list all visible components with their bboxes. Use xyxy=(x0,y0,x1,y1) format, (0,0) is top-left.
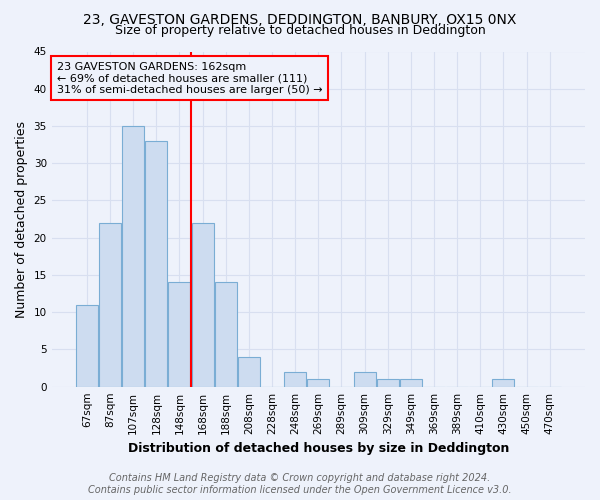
X-axis label: Distribution of detached houses by size in Deddington: Distribution of detached houses by size … xyxy=(128,442,509,455)
Bar xyxy=(493,379,514,386)
Text: 23, GAVESTON GARDENS, DEDDINGTON, BANBURY, OX15 0NX: 23, GAVESTON GARDENS, DEDDINGTON, BANBUR… xyxy=(83,12,517,26)
Text: Size of property relative to detached houses in Deddington: Size of property relative to detached ho… xyxy=(115,24,485,37)
Bar xyxy=(169,282,190,387)
Y-axis label: Number of detached properties: Number of detached properties xyxy=(15,120,28,318)
Bar xyxy=(122,126,144,386)
Bar xyxy=(215,282,237,387)
Bar xyxy=(238,357,260,386)
Bar xyxy=(353,372,376,386)
Text: 23 GAVESTON GARDENS: 162sqm
← 69% of detached houses are smaller (111)
31% of se: 23 GAVESTON GARDENS: 162sqm ← 69% of det… xyxy=(57,62,323,95)
Text: Contains HM Land Registry data © Crown copyright and database right 2024.
Contai: Contains HM Land Registry data © Crown c… xyxy=(88,474,512,495)
Bar xyxy=(307,379,329,386)
Bar xyxy=(99,223,121,386)
Bar xyxy=(145,141,167,386)
Bar xyxy=(377,379,399,386)
Bar xyxy=(400,379,422,386)
Bar xyxy=(284,372,306,386)
Bar xyxy=(76,304,98,386)
Bar xyxy=(191,223,214,386)
